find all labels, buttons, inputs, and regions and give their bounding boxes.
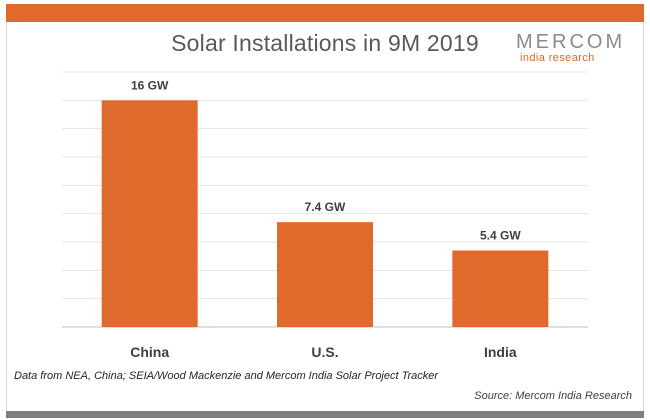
category-label: China	[130, 344, 169, 360]
bar-india	[452, 250, 549, 327]
bottom-band	[6, 411, 644, 418]
source-credit: Source: Mercom India Research	[474, 390, 632, 402]
mercom-logo: MERCOM india research	[516, 32, 644, 64]
chart-card	[6, 22, 644, 411]
category-labels: China U.S. India	[130, 344, 517, 360]
bar-china	[101, 100, 198, 327]
data-label: 5.4 GW	[480, 229, 521, 243]
logo-tagline: india research	[520, 52, 595, 64]
category-label: U.S.	[311, 344, 338, 360]
bars	[101, 100, 549, 327]
data-label: 7.4 GW	[305, 200, 346, 214]
value-labels: 16 GW 7.4 GW 5.4 GW	[131, 78, 521, 242]
logo-wordmark: MERCOM	[516, 31, 626, 53]
chart-title: Solar Installations in 9M 2019	[171, 30, 479, 56]
top-accent-band	[6, 4, 644, 22]
category-label: India	[484, 344, 517, 360]
data-footnote: Data from NEA, China; SEIA/Wood Mackenzi…	[14, 370, 439, 382]
bar-us	[277, 222, 373, 327]
data-label: 16 GW	[131, 78, 169, 92]
